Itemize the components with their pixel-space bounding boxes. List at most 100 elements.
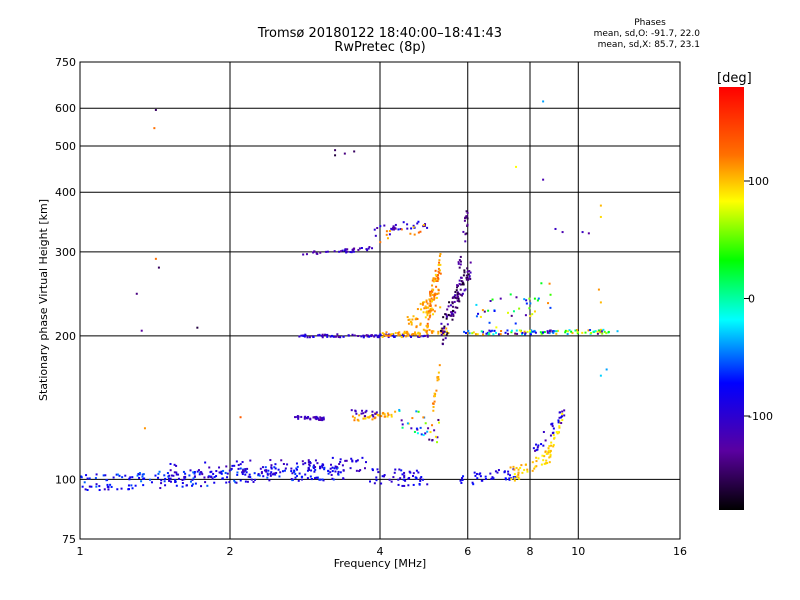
data-point [549, 451, 552, 454]
data-point [249, 459, 252, 462]
data-point [557, 329, 560, 332]
data-point [409, 471, 412, 474]
data-point [446, 323, 449, 326]
data-point [417, 471, 420, 474]
data-point [353, 247, 356, 250]
data-point [513, 477, 516, 480]
data-point [498, 333, 501, 336]
data-point [507, 470, 510, 473]
data-point [210, 475, 213, 478]
data-point [270, 466, 273, 469]
data-point [254, 478, 257, 481]
data-point [548, 461, 551, 464]
data-point [435, 389, 438, 392]
data-point [468, 277, 471, 280]
data-point [241, 461, 244, 464]
data-point [282, 462, 285, 465]
data-point [463, 269, 466, 272]
data-point [477, 312, 480, 315]
data-point [419, 477, 422, 480]
data-point [539, 331, 542, 334]
data-point [341, 464, 344, 467]
data-point [166, 472, 169, 475]
data-point [402, 335, 405, 338]
data-point [377, 471, 380, 474]
data-point [438, 255, 441, 258]
data-point [601, 332, 604, 335]
y-tick-label: 400 [55, 186, 76, 199]
data-point [315, 415, 318, 418]
data-point [426, 483, 429, 486]
data-point [128, 478, 131, 481]
data-point [445, 317, 448, 320]
data-point [553, 330, 556, 333]
data-point [429, 431, 432, 434]
data-point [517, 476, 520, 479]
data-point [191, 483, 194, 486]
data-point [466, 223, 469, 226]
data-point [367, 247, 370, 250]
data-point [544, 450, 547, 453]
data-point [419, 302, 422, 305]
data-point [321, 419, 324, 422]
data-point [394, 468, 397, 471]
data-point [233, 479, 236, 482]
data-point [530, 329, 533, 332]
data-point [532, 447, 535, 450]
data-point [284, 467, 287, 470]
data-point [339, 336, 342, 339]
data-point [514, 332, 517, 335]
data-point [432, 277, 435, 280]
data-point [141, 473, 144, 476]
data-point [246, 467, 249, 470]
data-point [459, 283, 462, 286]
data-point [416, 432, 419, 435]
data-point [408, 476, 411, 479]
data-point [95, 485, 98, 488]
data-point [378, 336, 381, 339]
data-point [429, 304, 432, 307]
data-point [357, 248, 360, 251]
data-point [464, 332, 467, 335]
data-point [403, 330, 406, 333]
data-point [346, 248, 349, 251]
data-point [489, 299, 492, 302]
data-point [331, 470, 334, 473]
data-point [434, 292, 437, 295]
data-point [174, 481, 177, 484]
data-point [605, 332, 608, 335]
data-point [605, 368, 608, 371]
data-point [447, 313, 450, 316]
data-point [225, 465, 228, 468]
data-point [531, 313, 534, 316]
data-point [549, 455, 552, 458]
data-point [228, 469, 231, 472]
data-point [529, 333, 532, 336]
data-point [463, 219, 466, 222]
data-point [468, 270, 471, 273]
data-point [416, 222, 419, 225]
data-point [244, 480, 247, 483]
data-point [105, 479, 108, 482]
data-point [106, 485, 109, 488]
data-point [235, 481, 238, 484]
data-point [371, 247, 374, 250]
data-point [131, 487, 134, 490]
data-point [323, 468, 326, 471]
data-point [201, 473, 204, 476]
data-point [377, 334, 380, 337]
data-point [490, 477, 493, 480]
data-point [274, 467, 277, 470]
data-point [456, 299, 459, 302]
data-point [326, 250, 329, 253]
data-point [542, 331, 545, 334]
data-point [215, 475, 218, 478]
data-point [437, 267, 440, 270]
data-point [242, 470, 245, 473]
data-point [131, 476, 134, 479]
data-point [188, 474, 191, 477]
data-point [274, 463, 277, 466]
data-point [310, 469, 313, 472]
x-axis-label: Frequency [MHz] [334, 557, 426, 570]
data-point [189, 480, 192, 483]
